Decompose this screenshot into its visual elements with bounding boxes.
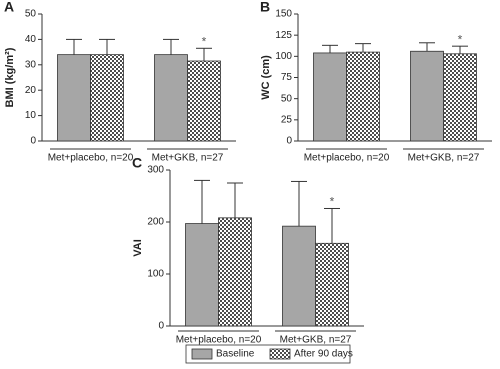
y-tick-label: 50 bbox=[281, 93, 293, 104]
bar bbox=[218, 217, 252, 327]
bar bbox=[185, 223, 219, 327]
bar bbox=[443, 53, 477, 142]
y-axis-label: WC (cm) bbox=[260, 55, 272, 100]
x-tick-label: Met+GKB, n=27 bbox=[280, 335, 352, 346]
y-tick-label: 100 bbox=[275, 51, 292, 62]
y-tick-label: 0 bbox=[286, 136, 292, 147]
y-tick-label: 125 bbox=[275, 30, 292, 41]
bar bbox=[410, 50, 444, 142]
y-tick-label: 10 bbox=[25, 110, 37, 121]
legend-swatch bbox=[191, 348, 213, 360]
bar bbox=[313, 52, 347, 142]
legend-box bbox=[185, 344, 351, 364]
bar bbox=[154, 54, 188, 142]
legend-label: Baseline bbox=[216, 349, 255, 360]
bar bbox=[187, 60, 221, 142]
panel-label: A bbox=[4, 0, 14, 15]
significance-mark: * bbox=[202, 34, 207, 48]
legend-swatch bbox=[269, 348, 291, 360]
y-tick-label: 25 bbox=[281, 114, 293, 125]
x-tick-label: Met+placebo, n=20 bbox=[48, 153, 134, 164]
y-tick-label: 30 bbox=[25, 59, 37, 70]
bar bbox=[90, 54, 124, 142]
y-tick-label: 0 bbox=[30, 136, 36, 147]
panel-label: C bbox=[132, 155, 142, 171]
y-tick-label: 20 bbox=[25, 85, 37, 96]
x-tick-label: Met+placebo, n=20 bbox=[176, 335, 262, 346]
significance-mark: * bbox=[330, 195, 335, 209]
x-tick-label: Met+placebo, n=20 bbox=[304, 153, 390, 164]
y-tick-label: 200 bbox=[147, 217, 164, 228]
legend-label: After 90 days bbox=[294, 349, 353, 360]
y-tick-label: 75 bbox=[281, 72, 293, 83]
bar bbox=[282, 225, 316, 327]
bar bbox=[346, 51, 380, 142]
bar bbox=[57, 54, 91, 142]
y-axis-label: VAI bbox=[132, 239, 144, 257]
bar bbox=[315, 242, 349, 327]
significance-mark: * bbox=[458, 32, 463, 46]
y-tick-label: 300 bbox=[147, 165, 164, 176]
y-tick-label: 40 bbox=[25, 34, 37, 45]
x-tick-label: Met+GKB, n=27 bbox=[152, 153, 224, 164]
x-tick-label: Met+GKB, n=27 bbox=[408, 153, 480, 164]
y-tick-label: 150 bbox=[275, 9, 292, 20]
y-tick-label: 50 bbox=[25, 9, 37, 20]
panel-label: B bbox=[260, 0, 270, 15]
y-axis-label: BMI (kg/m²) bbox=[4, 47, 16, 107]
y-tick-label: 0 bbox=[158, 321, 164, 332]
y-tick-label: 100 bbox=[147, 269, 164, 280]
